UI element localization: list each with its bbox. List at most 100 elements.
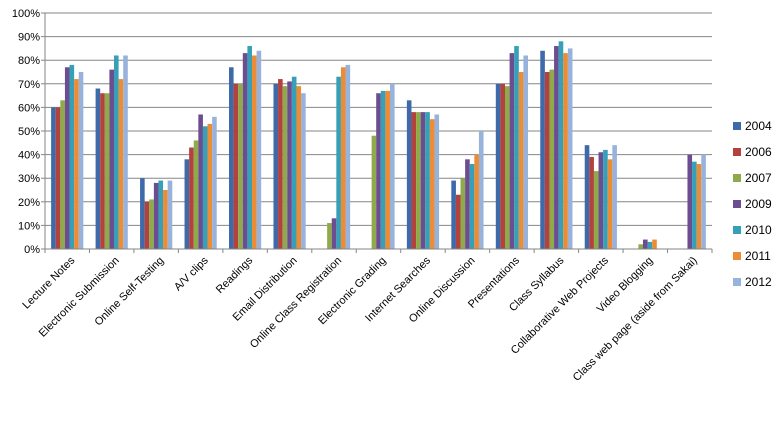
x-category-label: Online Class Registration [248, 255, 344, 351]
legend-swatch [733, 226, 741, 234]
y-tick-label: 90% [18, 32, 40, 44]
bar [247, 46, 252, 249]
bar [406, 100, 412, 249]
legend-label: 2011 [745, 249, 771, 263]
bar [376, 93, 381, 250]
bar [198, 114, 203, 249]
bar [153, 182, 159, 249]
bar [692, 161, 697, 249]
bar [167, 180, 173, 249]
bar [544, 72, 550, 249]
bar [327, 223, 332, 249]
bar [563, 53, 568, 250]
bar [505, 86, 510, 249]
bar [278, 79, 283, 249]
bar [380, 90, 386, 249]
legend-label: 2012 [745, 275, 772, 289]
bar [336, 76, 341, 249]
bar [287, 81, 292, 249]
bar [474, 154, 479, 249]
bar [207, 123, 213, 249]
bar [301, 93, 306, 250]
bar [345, 64, 351, 249]
bar [696, 164, 702, 249]
y-tick-label: 50% [18, 126, 40, 138]
bar [100, 93, 105, 250]
bar [78, 72, 84, 249]
bar [189, 147, 194, 249]
bar [687, 154, 693, 249]
bar [158, 180, 164, 249]
bar [465, 159, 470, 249]
bar [514, 46, 519, 249]
legend-swatch [733, 148, 741, 156]
y-tick-label: 100% [12, 8, 40, 20]
bar [118, 79, 124, 249]
bar [149, 199, 154, 249]
bar [478, 131, 484, 249]
legend-swatch [733, 200, 741, 208]
bar [652, 239, 657, 249]
bar [163, 190, 168, 249]
legend-swatch [733, 278, 741, 286]
bar [390, 83, 395, 249]
bar [638, 244, 643, 249]
y-tick-label: 60% [18, 102, 40, 114]
y-tick-label: 80% [18, 55, 40, 67]
bar [567, 48, 573, 250]
x-category-label: Readings [214, 254, 256, 296]
bar [509, 53, 515, 250]
x-category-label: A/V clips [172, 254, 211, 293]
bar [500, 83, 505, 249]
bar [451, 180, 456, 249]
bar [416, 112, 421, 250]
bar [331, 218, 337, 249]
bar [603, 149, 608, 249]
bar [460, 178, 466, 249]
bar [411, 112, 417, 250]
bar [104, 93, 110, 250]
bar [607, 159, 613, 249]
y-tick-label: 70% [18, 79, 40, 91]
bar [593, 171, 599, 249]
x-category-label: Electronic Submission [37, 255, 122, 340]
bar [584, 145, 590, 249]
bar [420, 112, 426, 250]
legend-label: 2004 [745, 119, 772, 133]
bar [643, 239, 648, 249]
bar [540, 50, 545, 250]
legend-label: 2007 [745, 171, 772, 185]
bar [144, 201, 150, 249]
bar [256, 50, 262, 250]
bar [598, 152, 604, 249]
y-tick-label: 40% [18, 150, 40, 162]
legend-label: 2006 [745, 145, 772, 159]
bar [193, 140, 199, 249]
bar [425, 112, 430, 250]
bar [69, 64, 75, 249]
bar [273, 83, 279, 249]
legend-swatch [733, 252, 741, 260]
bar [549, 69, 555, 249]
legend-swatch [733, 174, 741, 182]
bar [202, 126, 208, 249]
y-axis-ticks: 0% 10% 20% 30% 40% 50% 60% 70% 80% 90% 100% [12, 8, 45, 256]
bar [434, 114, 440, 249]
bar [291, 76, 297, 249]
bar [455, 194, 461, 249]
bar [589, 156, 594, 249]
bar [282, 86, 288, 249]
bar [469, 164, 475, 249]
bar [252, 55, 257, 250]
bar [340, 67, 346, 249]
bar [60, 100, 65, 249]
bar [184, 159, 190, 249]
bar [371, 135, 377, 249]
bar [51, 107, 56, 250]
legend-label: 2010 [745, 223, 772, 237]
bar [55, 107, 61, 250]
y-tick-label: 30% [18, 173, 40, 185]
bar [123, 55, 128, 250]
bar [495, 83, 501, 249]
